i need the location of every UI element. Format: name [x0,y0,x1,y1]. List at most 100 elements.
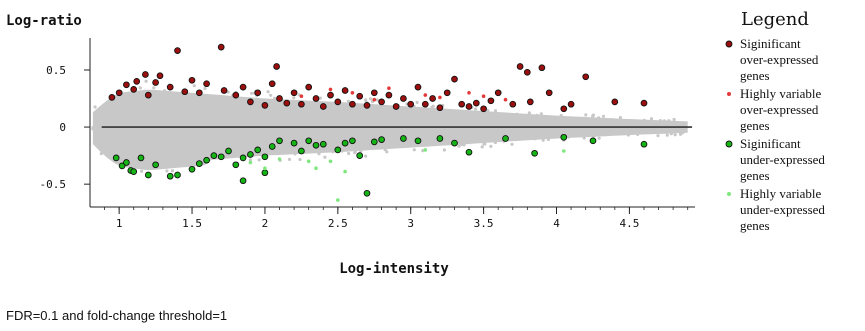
background-gene-point [289,136,293,140]
gene-point [195,89,203,97]
background-gene-point [517,120,522,124]
background-gene-point [323,155,327,159]
background-gene-point [211,106,215,111]
background-gene-point [148,112,152,116]
background-gene-point [673,133,677,137]
gene-point [582,73,590,81]
background-gene-point [445,141,449,145]
gene-point [217,43,225,51]
gene-point [545,89,553,97]
gene-point [319,140,327,148]
background-gene-point [672,117,676,122]
background-gene-point [474,107,478,111]
background-gene-point [158,141,162,145]
legend-label-line: over-expressed [740,102,819,117]
background-gene-point [179,154,183,158]
background-gene-point [226,120,230,124]
legend-label-line: under-expressed [740,152,825,167]
background-gene-point [410,108,414,112]
background-gene-point [282,149,286,153]
gene-point [400,135,407,142]
gene-point [305,137,313,145]
background-gene-point [228,141,232,145]
background-gene-point [493,138,498,142]
gene-point [531,149,538,157]
gene-point [188,165,196,173]
background-gene-point [359,149,363,153]
background-gene-point [370,128,374,133]
gene-points [108,43,648,202]
background-gene-point [149,103,153,107]
background-gene-point [630,121,634,125]
background-gene-point [167,104,171,109]
background-gene-point [656,134,660,138]
x-tick-label: 1.5 [182,217,202,230]
background-gene-point [152,86,156,90]
gene-point [378,136,385,143]
background-gene-point [522,131,526,135]
background-gene-point [303,131,307,136]
gene-point [133,78,141,85]
background-gene-point [537,116,542,120]
background-gene-point [665,133,669,137]
axes: 0.5 0 -0.5 1 1.5 2 2.5 3 3.5 4 4.5 [40,38,695,230]
background-gene-point [202,141,206,145]
series-3 [112,133,648,197]
gene-point [328,159,333,164]
gene-point [298,147,305,155]
legend: Legend Siginificantover-expressedgenesHi… [725,9,825,233]
legend-label-line: genes [740,118,770,133]
background-gene-point [130,159,134,163]
background-gene-point [250,135,254,139]
background-gene-point [346,99,350,103]
background-gene-point [597,136,601,140]
x-tick-label: 2.5 [328,217,348,230]
gene-point [502,135,509,142]
background-gene-point [293,152,297,156]
gene-point [503,97,508,102]
gene-point [174,171,181,179]
background-gene-point [144,79,148,83]
background-gene-point [296,143,300,147]
gene-point [480,105,487,113]
background-gene-point [438,112,442,116]
gene-point [181,88,189,96]
gene-point [372,97,377,102]
background-gene-point [207,139,212,143]
background-gene-point [436,133,440,137]
background-gene-point [459,141,463,145]
background-gene-point [493,109,498,113]
legend-marker [727,192,731,196]
background-gene-point [143,143,147,147]
background-gene-point [229,106,233,110]
background-gene-point [546,137,551,142]
background-gene-point [169,106,173,110]
gene-point [407,100,415,108]
gene-point [123,81,130,89]
background-gene-point [145,130,149,134]
legend-marker [725,140,733,148]
footnote: FDR=0.1 and fold-change threshold=1 [6,308,228,323]
gene-point [516,63,524,70]
gene-point [123,159,130,166]
series-1 [108,43,648,113]
gene-point [387,86,391,90]
background-gene-point [119,133,123,137]
background-gene-point [663,123,667,127]
background-gene-point [412,148,416,152]
background-gene-point [174,143,178,147]
background-gene-point [234,108,238,112]
gene-point [174,47,181,54]
gene-point [166,83,174,91]
gene-point [472,99,480,107]
background-gene-point [479,129,483,134]
background-gene-point [362,122,366,126]
background-gene-point [317,152,321,156]
background-gene-point [269,93,273,97]
gene-point [392,103,400,110]
gene-point [319,103,327,110]
background-gene-point [493,140,497,145]
background-gene-point [638,123,642,127]
background-gene-point [150,99,154,103]
